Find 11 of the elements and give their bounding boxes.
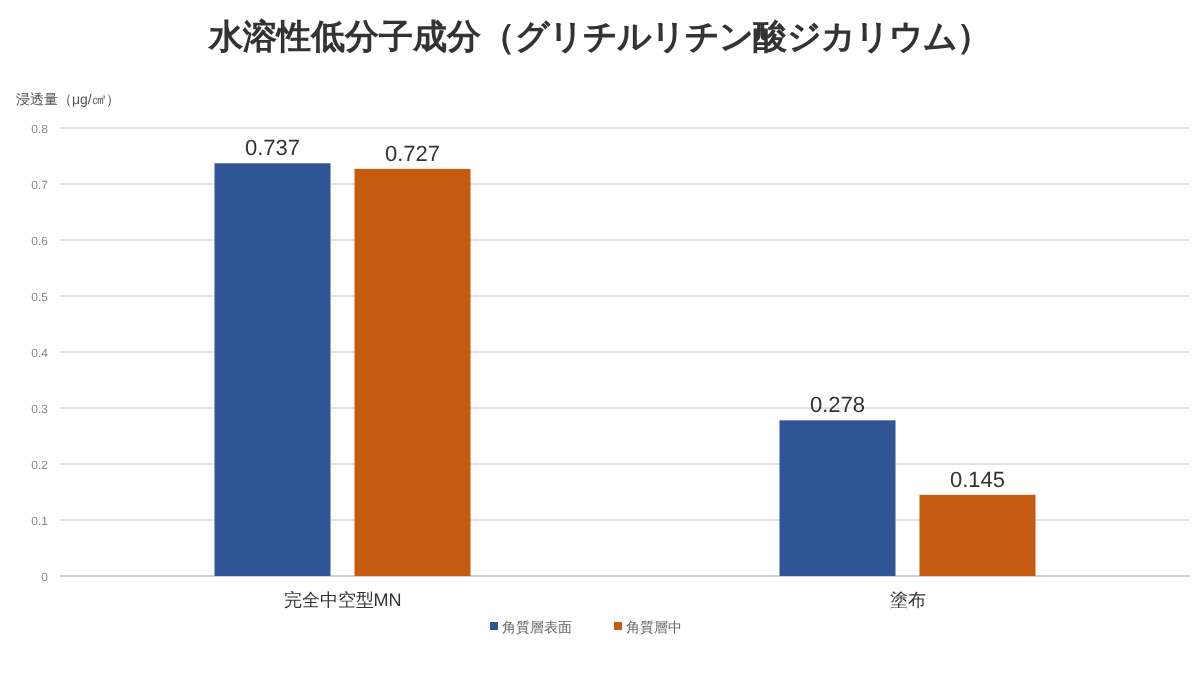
data-label: 0.278 [809, 394, 866, 419]
data-label: 0.727 [384, 142, 441, 167]
bar [354, 168, 471, 576]
chart-title: 水溶性低分子成分（グリチルリチン酸ジカリウム） [207, 18, 991, 56]
x-tick-label: 塗布 [889, 590, 926, 610]
bar [779, 420, 896, 576]
data-label: 0.145 [949, 468, 1006, 493]
x-tick-label: 完全中空型MN [283, 590, 402, 610]
data-label: 0.737 [244, 137, 301, 162]
bar [214, 163, 331, 576]
bar [919, 494, 1036, 576]
